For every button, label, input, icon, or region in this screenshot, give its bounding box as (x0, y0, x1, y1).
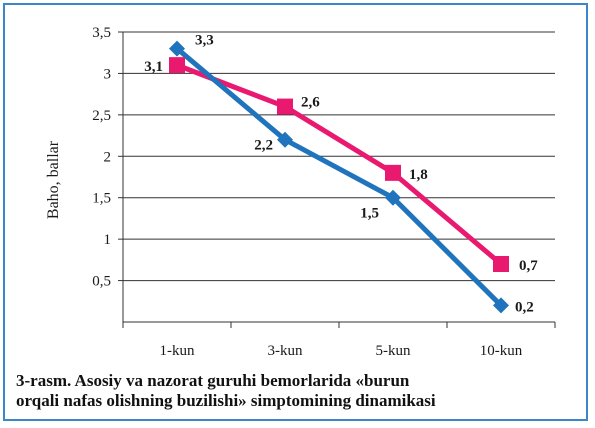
x-tick-label: 3-kun (268, 343, 303, 359)
square-marker (493, 256, 509, 272)
caption-line-1: 3-rasm. Asosiy va nazorat guruhi bemorla… (16, 371, 410, 390)
data-label: 2,6 (301, 95, 320, 111)
axes (118, 31, 556, 328)
diamond-marker (277, 131, 293, 148)
square-marker (277, 98, 293, 115)
series-line (175, 46, 503, 308)
grid-lines (123, 31, 555, 282)
data-label: 1,8 (409, 167, 428, 183)
x-tick-label: 1-kun (160, 343, 195, 359)
y-axis-label: Baho, ballar (45, 140, 62, 219)
data-label: 0,2 (515, 299, 534, 315)
square-marker (169, 57, 185, 74)
y-tick-label: 2 (104, 149, 112, 165)
diamond-marker (169, 40, 185, 57)
y-tick-label: 1,5 (92, 191, 111, 207)
y-tick-label: 1 (104, 232, 112, 248)
diamond-marker (385, 189, 401, 206)
figure-frame (3, 3, 588, 421)
data-label: 3,3 (195, 33, 214, 49)
x-tick-label: 10-kun (480, 343, 523, 359)
data-label: 2,2 (254, 138, 273, 154)
y-tick-label: 3 (104, 66, 112, 82)
data-label: 3,1 (144, 59, 163, 75)
y-tick-label: 2,5 (92, 108, 111, 124)
y-tick-labels: 0,5 1 1,5 2 2,5 3 3,5 (92, 25, 111, 290)
figure-caption: 3-rasm. Asosiy va nazorat guruhi bemorla… (16, 371, 576, 411)
diamond-marker (493, 297, 509, 314)
caption-line-2: orqali nafas olishning buzilishi» simpto… (16, 391, 436, 410)
y-tick-label: 0,5 (92, 274, 111, 290)
series-line (176, 62, 503, 266)
y-tick-label: 3,5 (92, 25, 111, 41)
x-tick-labels: 1-kun 3-kun 5-kun 10-kun (160, 343, 523, 359)
data-label: 1,5 (360, 206, 379, 222)
x-tick-label: 5-kun (376, 343, 411, 359)
series-group (169, 40, 509, 314)
data-label: 0,7 (519, 258, 538, 274)
data-labels: 3,3 2,2 1,5 0,2 3,1 2,6 1,8 0,7 (144, 33, 538, 316)
square-marker (385, 164, 401, 181)
